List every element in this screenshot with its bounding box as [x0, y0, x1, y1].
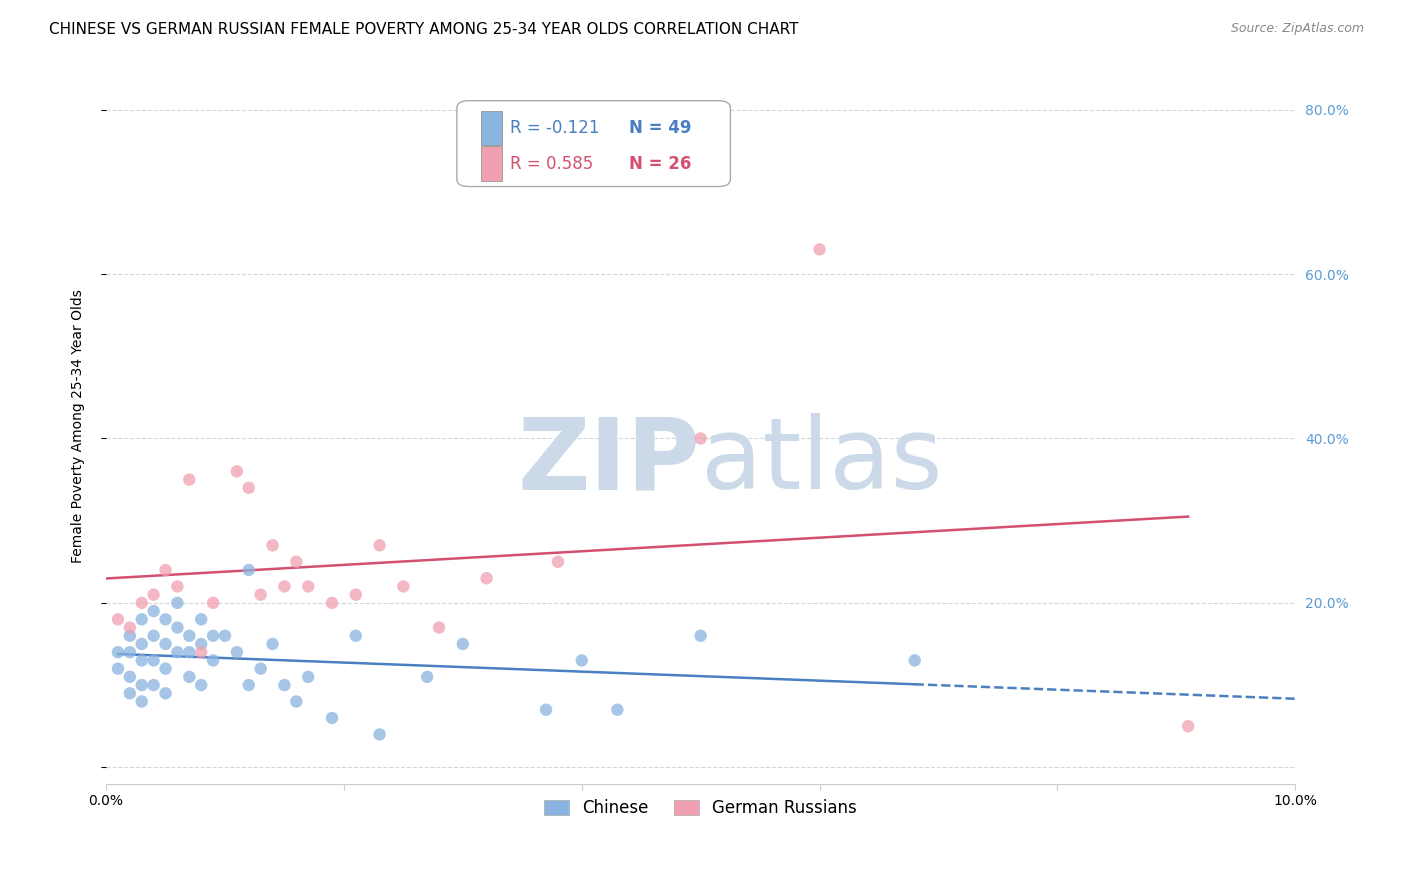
Point [225, 645, 247, 659]
Point [166, 579, 188, 593]
Point [131, 678, 153, 692]
Point [142, 604, 165, 618]
Point [273, 579, 295, 593]
Point [131, 596, 153, 610]
Point [368, 538, 391, 552]
Point [344, 629, 367, 643]
Text: CHINESE VS GERMAN RUSSIAN FEMALE POVERTY AMONG 25-34 YEAR OLDS CORRELATION CHART: CHINESE VS GERMAN RUSSIAN FEMALE POVERTY… [49, 22, 799, 37]
Point [155, 637, 177, 651]
Point [202, 596, 225, 610]
Point [547, 555, 569, 569]
Point [118, 686, 141, 700]
Point [273, 678, 295, 692]
Legend: Chinese, German Russians: Chinese, German Russians [536, 791, 865, 825]
Text: ZIP: ZIP [517, 413, 700, 510]
Point [131, 694, 153, 708]
Point [166, 621, 188, 635]
Text: N = 49: N = 49 [630, 119, 692, 136]
FancyBboxPatch shape [457, 101, 730, 186]
Point [118, 670, 141, 684]
Point [321, 596, 343, 610]
Point [392, 579, 415, 593]
Point [297, 670, 319, 684]
Point [131, 653, 153, 667]
Point [190, 678, 212, 692]
Point [142, 629, 165, 643]
Point [179, 645, 201, 659]
Point [262, 538, 284, 552]
Point [238, 678, 260, 692]
Point [190, 645, 212, 659]
Point [225, 464, 247, 478]
Text: atlas: atlas [700, 413, 942, 510]
Point [285, 694, 308, 708]
Bar [481, 146, 502, 181]
Point [368, 727, 391, 741]
Point [689, 432, 711, 446]
Point [155, 686, 177, 700]
Point [190, 612, 212, 626]
Point [416, 670, 439, 684]
Point [142, 653, 165, 667]
Point [202, 629, 225, 643]
Point [155, 612, 177, 626]
Point [904, 653, 927, 667]
Point [107, 662, 129, 676]
Point [190, 637, 212, 651]
Point [142, 678, 165, 692]
Point [475, 571, 498, 585]
Point [238, 481, 260, 495]
Text: Source: ZipAtlas.com: Source: ZipAtlas.com [1230, 22, 1364, 36]
Point [155, 662, 177, 676]
Point [344, 588, 367, 602]
Point [427, 621, 450, 635]
Point [285, 555, 308, 569]
Text: N = 26: N = 26 [630, 154, 692, 173]
Text: R = -0.121: R = -0.121 [510, 119, 600, 136]
Bar [481, 111, 502, 145]
Point [451, 637, 474, 651]
Point [118, 645, 141, 659]
Y-axis label: Female Poverty Among 25-34 Year Olds: Female Poverty Among 25-34 Year Olds [72, 289, 86, 563]
Point [179, 473, 201, 487]
Point [1177, 719, 1199, 733]
Point [179, 629, 201, 643]
Point [808, 243, 831, 257]
Point [118, 629, 141, 643]
Point [131, 637, 153, 651]
Point [238, 563, 260, 577]
Point [202, 653, 225, 667]
Point [155, 563, 177, 577]
Point [534, 703, 557, 717]
Point [214, 629, 236, 643]
Point [321, 711, 343, 725]
Point [249, 588, 271, 602]
Point [571, 653, 593, 667]
Point [179, 670, 201, 684]
Point [118, 621, 141, 635]
Point [142, 588, 165, 602]
Text: R = 0.585: R = 0.585 [510, 154, 593, 173]
Point [262, 637, 284, 651]
Point [166, 596, 188, 610]
Point [107, 612, 129, 626]
Point [107, 645, 129, 659]
Point [297, 579, 319, 593]
Point [131, 612, 153, 626]
Point [689, 629, 711, 643]
Point [606, 703, 628, 717]
Point [249, 662, 271, 676]
Point [166, 645, 188, 659]
